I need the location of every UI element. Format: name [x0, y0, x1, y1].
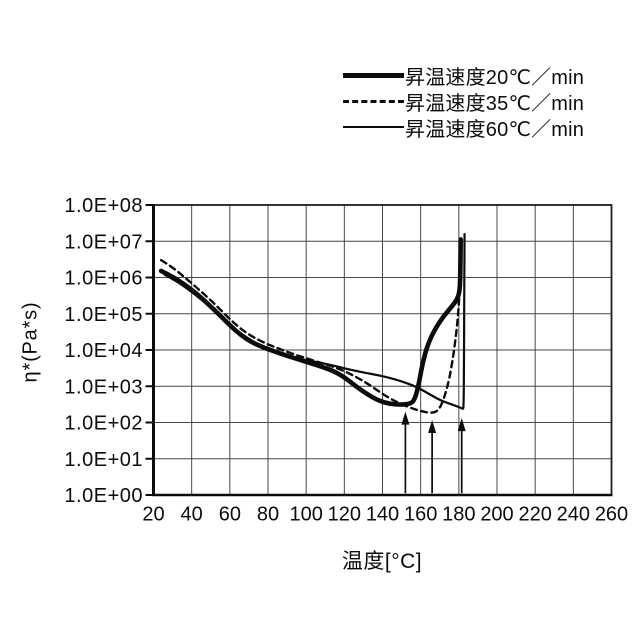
y-tick-label: 1.0E+00 — [64, 485, 143, 507]
y-tick-label: 1.0E+06 — [64, 268, 143, 290]
y-tick-label: 1.0E+03 — [64, 376, 143, 398]
x-tick-label: 240 — [557, 504, 590, 526]
y-tick-label: 1.0E+08 — [64, 195, 143, 217]
x-tick-label: 60 — [219, 504, 241, 526]
min-viscosity-arrowhead-icon — [428, 419, 437, 433]
x-tick-label: 20 — [142, 504, 164, 526]
y-tick-label: 1.0E+04 — [64, 340, 143, 362]
x-tick-label: 220 — [518, 504, 551, 526]
legend-label: 昇温速度35℃／min — [405, 92, 585, 115]
curve-heating-rate-20 — [158, 237, 464, 407]
x-tick-label: 80 — [257, 504, 279, 526]
x-tick-label: 160 — [404, 504, 437, 526]
legend-label: 昇温速度20℃／min — [405, 66, 585, 89]
legend-label: 昇温速度60℃／min — [405, 118, 585, 141]
x-tick-label: 120 — [328, 504, 361, 526]
x-tick-label: 40 — [181, 504, 203, 526]
y-tick-label: 1.0E+02 — [64, 413, 143, 435]
min-viscosity-arrowhead-icon — [401, 411, 410, 425]
legend: 昇温速度20℃／min 昇温速度35℃／min 昇温速度60℃／min — [343, 62, 585, 141]
legend-dashed-line-icon — [343, 99, 404, 103]
x-tick-label: 260 — [595, 504, 628, 526]
curve-heating-rate-35 — [159, 243, 462, 414]
x-tick-label: 140 — [366, 504, 399, 526]
legend-item-60cpm: 昇温速度60℃／min — [343, 114, 585, 141]
legend-item-35cpm: 昇温速度35℃／min — [343, 88, 585, 115]
y-tick-label: 1.0E+01 — [64, 449, 143, 471]
x-tick-label: 200 — [480, 504, 513, 526]
legend-thin-solid-line-icon — [343, 126, 404, 128]
legend-item-20cpm: 昇温速度20℃／min — [343, 62, 585, 89]
y-tick-label: 1.0E+05 — [64, 304, 143, 326]
x-tick-label: 180 — [442, 504, 475, 526]
x-axis-title: 温度[°C] — [341, 550, 423, 573]
legend-thick-solid-line-icon — [343, 72, 404, 78]
y-tick-label: 1.0E+07 — [64, 231, 143, 253]
min-viscosity-arrowhead-icon — [457, 418, 466, 432]
x-tick-label: 100 — [289, 504, 322, 526]
